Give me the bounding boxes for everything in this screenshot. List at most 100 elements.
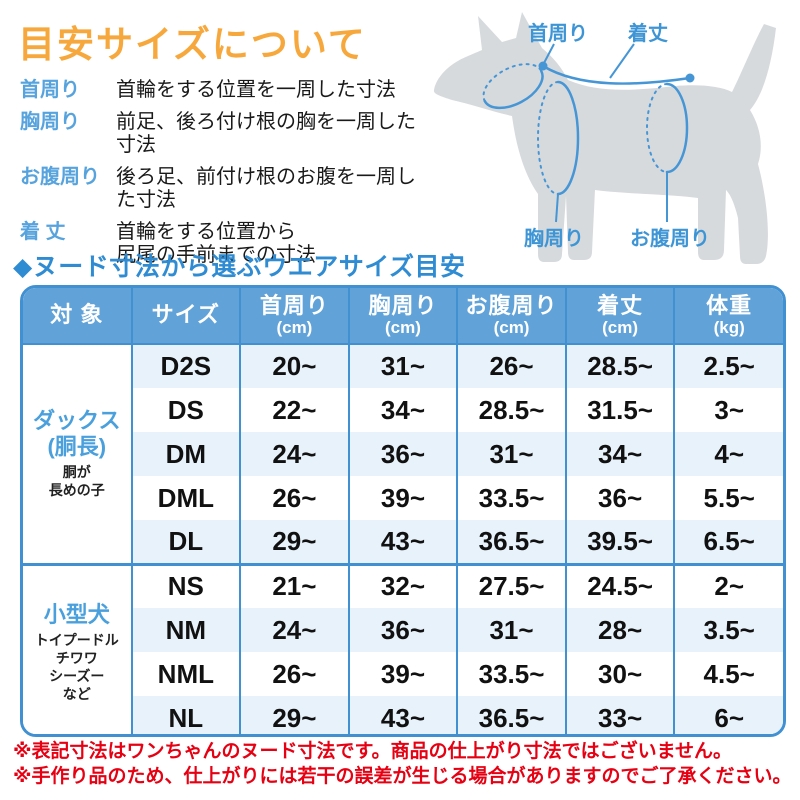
belly-cell: 36.5~ <box>456 696 566 734</box>
length-cell: 39.5~ <box>564 520 675 564</box>
definition-term: 胸周り <box>20 111 80 133</box>
definition-desc-line1: 首輪をする位置から <box>116 221 296 243</box>
chest-cell: 31~ <box>347 344 458 388</box>
definition-term: 着 丈 <box>20 221 66 243</box>
chest-cell: 43~ <box>347 696 458 734</box>
dog-measurement-diagram: 首周り 着丈 胸周り お腹周り <box>420 2 798 268</box>
definition-desc: 前足、後ろ付け根の胸を一周した寸法 <box>116 111 416 156</box>
chest-cell: 36~ <box>347 608 458 652</box>
table-row-ds: DS 22~ 34~ 28.5~ 31.5~ 3~ <box>23 388 783 432</box>
col-header-chest: 胸周り (cm) <box>347 288 458 345</box>
length-leader-line <box>609 43 635 79</box>
neck-leader-line <box>543 43 555 64</box>
page-title: 目安サイズについて <box>18 24 367 65</box>
chest-cell: 39~ <box>347 652 458 696</box>
length-cell: 31.5~ <box>564 388 675 432</box>
definition-term: お腹周り <box>20 166 100 188</box>
length-cell: 34~ <box>564 432 675 476</box>
weight-cell: 2~ <box>673 562 783 608</box>
measurement-definitions: 首周り 首輪をする位置を一周した寸法 胸周り 前足、後ろ付け根の胸を一周した寸法… <box>20 79 420 276</box>
chest-cell: 39~ <box>347 476 458 520</box>
neck-cell: 26~ <box>239 476 349 520</box>
chest-cell: 43~ <box>347 520 458 564</box>
table-row-dml: DML 26~ 39~ 33.5~ 36~ 5.5~ <box>23 476 783 520</box>
neck-cell: 21~ <box>239 562 349 608</box>
length-cell: 28~ <box>564 608 675 652</box>
size-cell: NM <box>130 608 241 652</box>
neck-cell: 24~ <box>239 608 349 652</box>
note-nude-size: ※表記寸法はワンちゃんのヌード寸法です。商品の仕上がり寸法ではございません。 <box>13 741 733 762</box>
definition-desc: 首輪をする位置を一周した寸法 <box>116 79 396 101</box>
weight-cell: 3~ <box>673 388 783 432</box>
chest-leader-line <box>555 193 559 223</box>
table-row-nml: NML 26~ 39~ 33.5~ 30~ 4.5~ <box>23 652 783 696</box>
chest-cell: 32~ <box>347 562 458 608</box>
table-row-nl: NL 29~ 43~ 36.5~ 33~ 6~ <box>23 696 783 734</box>
chest-cell: 34~ <box>347 388 458 432</box>
col-header-belly: お腹周り (cm) <box>456 288 566 345</box>
col-header-weight: 体重 (kg) <box>673 288 783 345</box>
size-table: 対 象 サイズ 首周り (cm) 胸周り (cm) お腹周り (cm) 着丈 (cm) … <box>23 288 783 734</box>
length-cell: 33~ <box>564 696 675 734</box>
belly-cell: 33.5~ <box>456 476 566 520</box>
table-row-dl: DL 29~ 43~ 36.5~ 39.5~ 6.5~ <box>23 520 783 564</box>
definition-desc-line2: 尻尾の手前までの寸法 <box>116 244 316 266</box>
definition-neck: 首周り 首輪をする位置を一周した寸法 <box>20 79 420 102</box>
definition-desc: 後ろ足、前付け根のお腹を一周した寸法 <box>116 166 416 211</box>
footer-notes: ※表記寸法はワンちゃんのヌード寸法です。商品の仕上がり寸法ではございません。 ※… <box>13 739 799 789</box>
weight-cell: 6.5~ <box>673 520 783 564</box>
neck-cell: 26~ <box>239 652 349 696</box>
weight-cell: 5.5~ <box>673 476 783 520</box>
belly-cell: 26~ <box>456 344 566 388</box>
size-cell: DML <box>130 476 241 520</box>
table-row-ns: 小型犬 トイプードル チワワ シーズー など NS 21~ 32~ 27.5~ … <box>23 562 783 734</box>
size-cell: NS <box>130 562 241 608</box>
neck-cell: 24~ <box>239 432 349 476</box>
belly-cell: 31~ <box>456 608 566 652</box>
chest-cell: 36~ <box>347 432 458 476</box>
group-cell-dachshund: ダックス (胴長) 胴が 長めの子 <box>23 344 132 564</box>
chest-ring <box>537 80 580 196</box>
definition-desc: 首輪をする位置から 尻尾の手前までの寸法 <box>116 221 316 267</box>
belly-cell: 36.5~ <box>456 520 566 564</box>
length-cell: 28.5~ <box>564 344 675 388</box>
belly-cell: 28.5~ <box>456 388 566 432</box>
size-cell: DS <box>130 388 241 432</box>
weight-cell: 4~ <box>673 432 783 476</box>
table-row-nm: NM 24~ 36~ 31~ 28~ 3.5~ <box>23 608 783 652</box>
diagram-label-chest: 胸周り <box>524 226 584 250</box>
length-cell: 30~ <box>564 652 675 696</box>
neck-ring <box>482 63 544 110</box>
size-table-container: 対 象 サイズ 首周り (cm) 胸周り (cm) お腹周り (cm) 着丈 (cm) … <box>20 285 786 737</box>
col-header-size: サイズ <box>130 288 241 345</box>
size-cell: DL <box>130 520 241 564</box>
belly-cell: 31~ <box>456 432 566 476</box>
note-handmade: ※手作り品のため、仕上がりには若干の誤差が生じる場合がありますのでご了承ください… <box>13 766 792 788</box>
size-cell: D2S <box>130 344 241 388</box>
section-heading: ◆ヌード寸法から選ぶウエアサイズ目安 <box>13 253 466 281</box>
neck-cell: 20~ <box>239 344 349 388</box>
col-header-neck: 首周り (cm) <box>239 288 349 345</box>
belly-cell: 27.5~ <box>456 562 566 608</box>
header-row: 対 象 サイズ 首周り (cm) 胸周り (cm) お腹周り (cm) 着丈 (cm) … <box>23 288 783 345</box>
size-cell: NL <box>130 696 241 734</box>
length-cell: 36~ <box>564 476 675 520</box>
length-cell: 24.5~ <box>564 562 675 608</box>
weight-cell: 2.5~ <box>673 344 783 388</box>
table-row-d2s: ダックス (胴長) 胴が 長めの子 D2S 20~ 31~ 26~ 28.5~ … <box>23 344 783 564</box>
belly-ring <box>646 82 689 174</box>
weight-cell: 4.5~ <box>673 652 783 696</box>
dog-silhouette <box>433 12 776 264</box>
definition-belly: お腹周り 後ろ足、前付け根のお腹を一周した寸法 <box>20 166 420 212</box>
definition-length: 着 丈 首輪をする位置から 尻尾の手前までの寸法 <box>20 221 420 267</box>
weight-cell: 3.5~ <box>673 608 783 652</box>
definition-term: 首周り <box>20 79 80 101</box>
diagram-label-belly: お腹周り <box>630 226 710 250</box>
group-cell-small-dog: 小型犬 トイプードル チワワ シーズー など <box>23 562 132 734</box>
belly-cell: 33.5~ <box>456 652 566 696</box>
definition-chest: 胸周り 前足、後ろ付け根の胸を一周した寸法 <box>20 111 420 157</box>
neck-cell: 29~ <box>239 696 349 734</box>
col-header-target: 対 象 <box>23 288 132 345</box>
length-end-dot <box>685 73 695 83</box>
